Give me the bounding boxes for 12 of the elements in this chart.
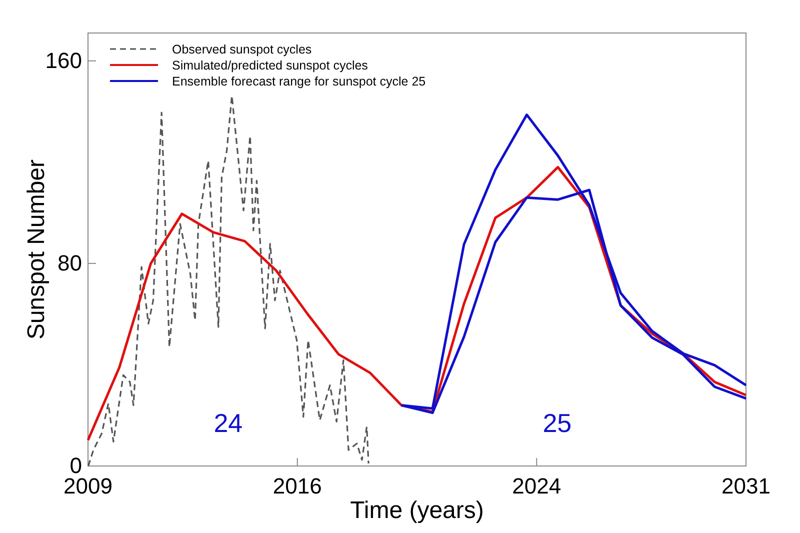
annotation: 25 [542,408,572,438]
legend-label: Ensemble forecast range for sunspot cycle 25 [172,74,426,88]
y-tick-label: 160 [45,48,82,73]
x-tick-label: 2016 [272,474,322,499]
legend-label: Observed sunspot cycles [172,42,312,56]
x-axis-title: Time (years) [350,497,484,524]
x-tick-label: 2031 [722,474,770,499]
y-tick-label: 80 [58,250,82,276]
annotation: 24 [214,408,243,438]
legend-label: Simulated/predicted sunspot cycles [172,58,368,72]
x-tick-label: 2024 [512,474,562,499]
y-axis-title: Sunspot Number [23,159,50,340]
